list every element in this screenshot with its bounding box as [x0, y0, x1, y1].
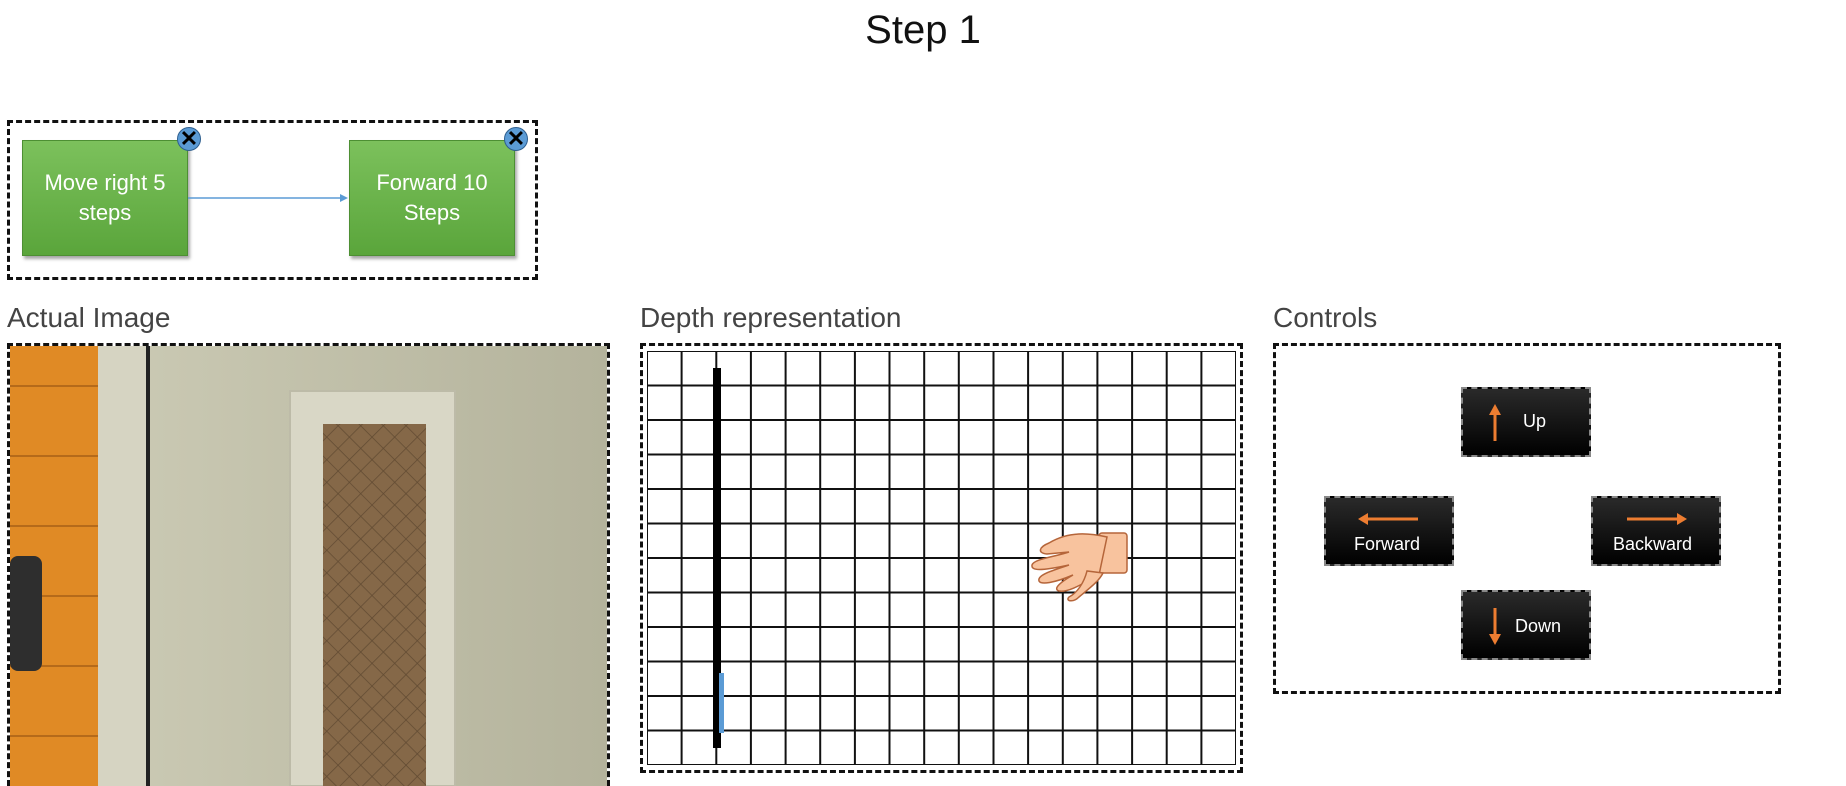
sequence-panel [7, 120, 538, 280]
page-title: Step 1 [865, 8, 981, 52]
arrow-down-icon [1489, 608, 1501, 645]
up-label: Up [1523, 411, 1547, 431]
arrow-right-icon [1627, 513, 1687, 525]
actual-image-panel [7, 343, 610, 786]
down-label: Down [1515, 616, 1562, 636]
remove-step-icon[interactable]: ✕ [504, 127, 528, 151]
step-move-right[interactable]: Move right 5 steps [22, 140, 188, 256]
step-forward[interactable]: Forward 10 Steps [349, 140, 515, 256]
camera-photo [10, 346, 607, 786]
backward-button[interactable]: Backward [1591, 496, 1721, 566]
depth-representation-label: Depth representation [640, 302, 902, 333]
arrow-up-icon [1489, 404, 1501, 441]
forward-button[interactable]: Forward [1324, 496, 1454, 566]
backward-label: Backward [1613, 534, 1693, 554]
arrow-left-icon [1358, 513, 1418, 525]
up-button[interactable]: Up [1461, 387, 1591, 457]
down-button[interactable]: Down [1461, 590, 1591, 660]
remove-step-icon[interactable]: ✕ [177, 127, 201, 151]
hand-icon[interactable] [1031, 532, 1128, 602]
step-label: Forward 10 Steps [376, 170, 488, 225]
step-label: Move right 5 steps [44, 170, 166, 225]
forward-label: Forward [1354, 534, 1421, 554]
depth-grid [647, 351, 1236, 765]
wall-obstacle [713, 368, 721, 748]
controls-label: Controls [1273, 302, 1378, 333]
step-connector-arrow [188, 194, 348, 202]
controls-panel [1273, 343, 1781, 694]
depth-panel [640, 343, 1243, 773]
position-marker [719, 673, 724, 733]
actual-image-label: Actual Image [7, 302, 171, 333]
